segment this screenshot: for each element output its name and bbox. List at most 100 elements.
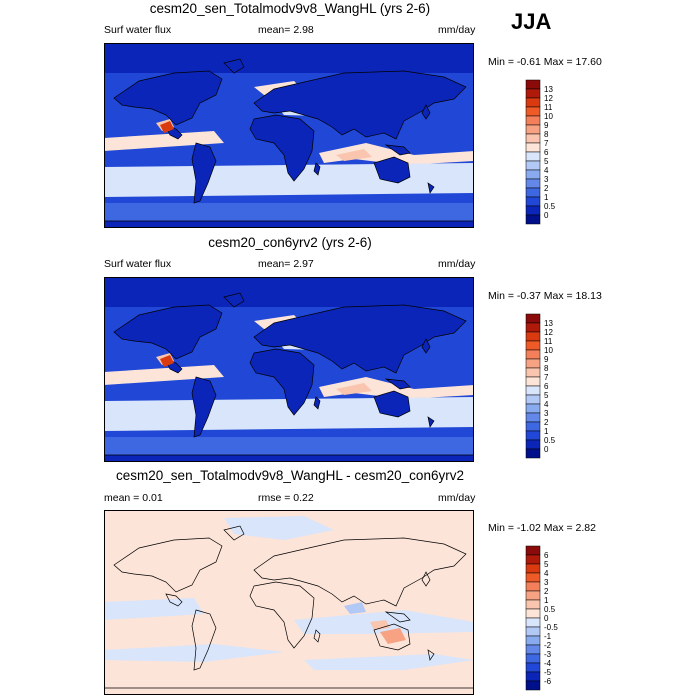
colorbar-tick-label: 5: [544, 391, 549, 400]
colorbar-box: [525, 572, 541, 583]
colorbar-tick-label: 8: [544, 130, 549, 139]
panel-3-rmse-label: rmse = 0.22: [258, 492, 314, 504]
colorbar-box: [525, 394, 541, 405]
colorbar-box: [525, 115, 541, 126]
colorbar-tick-label: 0: [544, 614, 549, 623]
colorbar-tick-label: -5: [544, 668, 552, 677]
colorbar-tick-label: -4: [544, 659, 552, 668]
colorbar-tick-label: 8: [544, 364, 549, 373]
panel-3-minmax-label: Min = -1.02 Max = 2.82: [488, 522, 596, 534]
colorbar-tick-label: 7: [544, 373, 549, 382]
colorbar-tick-label: 3: [544, 578, 549, 587]
colorbar-box: [525, 97, 541, 108]
colorbar-tick-label: 0: [544, 211, 549, 220]
panel-2-field-label: Surf water flux: [104, 258, 172, 270]
colorbar-tick-label: 13: [544, 319, 553, 328]
panel-3-map: [104, 510, 474, 695]
colorbar-box: [525, 169, 541, 180]
season-label: JJA: [511, 9, 552, 34]
colorbar-box: [525, 439, 541, 450]
colorbar-tick-label: 12: [544, 328, 553, 337]
colorbar-tick-label: 10: [544, 112, 553, 121]
colorbar-tick-label: 11: [544, 103, 553, 112]
panel-3-mean-label: mean = 0.01: [104, 492, 163, 504]
panel-1-units-label: mm/day: [438, 24, 476, 36]
colorbar-tick-label: 2: [544, 418, 549, 427]
colorbar-tick-label: 0.5: [544, 202, 556, 211]
colorbar-tick-label: 4: [544, 569, 549, 578]
colorbar-box: [525, 214, 541, 225]
panel-1-title: cesm20_sen_Totalmodv9v8_WangHL (yrs 2-6): [149, 1, 431, 16]
colorbar-box: [525, 653, 541, 664]
colorbar-tick-label: 5: [544, 560, 549, 569]
colorbar-tick-label: 1: [544, 427, 549, 436]
colorbar-box: [525, 187, 541, 198]
panel-2-minmax-label: Min = -0.37 Max = 18.13: [488, 290, 602, 302]
colorbar-tick-label: -0.5: [544, 623, 558, 632]
colorbar-tick-label: 7: [544, 139, 549, 148]
colorbar-box: [525, 151, 541, 162]
colorbar-box: [525, 88, 541, 99]
colorbar-tick-label: 3: [544, 409, 549, 418]
colorbar-box: [525, 412, 541, 423]
colorbar-box: [525, 563, 541, 574]
colorbar-box: [525, 680, 541, 691]
colorbar-tick-label: 6: [544, 148, 549, 157]
colorbar-box: [525, 581, 541, 592]
colorbar-box: [525, 376, 541, 387]
colorbar-box: [525, 106, 541, 117]
colorbar-tick-label: 5: [544, 157, 549, 166]
colorbar-box: [525, 205, 541, 216]
panel-1-map: [104, 43, 474, 228]
panel-2-map: [104, 277, 474, 462]
colorbar-tick-label: 2: [544, 184, 549, 193]
colorbar-box: [525, 340, 541, 351]
colorbar-tick-label: 3: [544, 175, 549, 184]
colorbar-tick-label: 13: [544, 85, 553, 94]
colorbar-tick-label: 10: [544, 346, 553, 355]
colorbar-box: [525, 349, 541, 360]
colorbar-box: [525, 671, 541, 682]
colorbar-tick-label: 6: [544, 551, 549, 560]
colorbar-box: [525, 160, 541, 171]
colorbar-box: [525, 626, 541, 637]
colorbar-box: [525, 133, 541, 144]
panel-2-units-label: mm/day: [438, 258, 476, 270]
colorbar-tick-label: 1: [544, 193, 549, 202]
colorbar-box: [525, 635, 541, 646]
colorbar-box: [525, 421, 541, 432]
panel-3-units-label: mm/day: [438, 492, 476, 504]
colorbar-tick-label: 6: [544, 382, 549, 391]
colorbar-box: [525, 196, 541, 207]
colorbar-tick-label: -2: [544, 641, 552, 650]
colorbar-tick-label: 0: [544, 445, 549, 454]
colorbar-tick-label: 9: [544, 355, 549, 364]
colorbar-box: [525, 142, 541, 153]
panel-2-mean-label: mean= 2.97: [258, 258, 314, 270]
colorbar-box: [525, 617, 541, 628]
colorbar-tick-label: -1: [544, 632, 552, 641]
colorbar-box: [525, 358, 541, 369]
colorbar-tick-label: 1: [544, 596, 549, 605]
colorbar-box: [525, 385, 541, 396]
colorbar-box: [525, 79, 541, 90]
colorbar-box: [525, 178, 541, 189]
colorbar-tick-label: 4: [544, 166, 549, 175]
colorbar-box: [525, 662, 541, 673]
colorbar-box: [525, 322, 541, 333]
colorbar-tick-label: 0.5: [544, 436, 556, 445]
panel-2-title: cesm20_con6yrv2 (yrs 2-6): [208, 235, 372, 250]
colorbar-box: [525, 124, 541, 135]
colorbar-tick-label: 4: [544, 400, 549, 409]
colorbar-tick-label: 2: [544, 587, 549, 596]
colorbar-box: [525, 430, 541, 441]
colorbar-box: [525, 313, 541, 324]
colorbar-box: [525, 599, 541, 610]
panel-3-title: cesm20_sen_Totalmodv9v8_WangHL - cesm20_…: [116, 468, 464, 483]
panel-1-mean-label: mean= 2.98: [258, 24, 314, 36]
colorbar-box: [525, 331, 541, 342]
colorbar-box: [525, 545, 541, 556]
